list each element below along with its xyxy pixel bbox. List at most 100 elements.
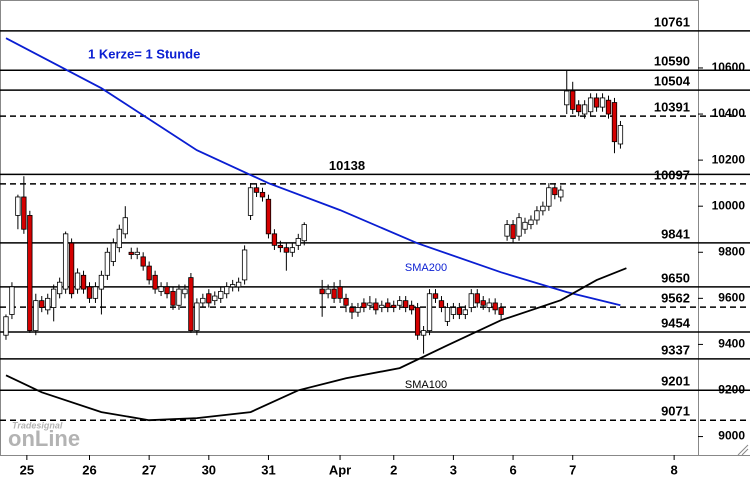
candle-body — [408, 304, 415, 311]
candle-body — [373, 302, 379, 311]
candle-body — [444, 307, 451, 322]
candle-body — [158, 286, 164, 292]
candle-body — [540, 205, 546, 212]
x-tick-label: 8 — [671, 462, 678, 477]
candle-body — [241, 249, 248, 281]
level-label: 10097 — [654, 167, 690, 182]
candle-body — [385, 302, 391, 308]
candle-body — [21, 196, 27, 230]
candle-body — [403, 300, 409, 308]
candle-body — [468, 293, 474, 308]
candle-body — [414, 307, 421, 336]
ma-line — [5, 37, 621, 307]
candle-body — [57, 281, 63, 295]
candle-body — [301, 224, 307, 242]
candle-body — [104, 251, 111, 276]
candle-body — [164, 286, 170, 295]
candle-body — [605, 99, 612, 115]
candle-body — [528, 219, 534, 226]
candle-body — [558, 189, 564, 198]
x-tick-label: 3 — [450, 462, 457, 477]
x-tick-label: Apr — [329, 462, 351, 477]
candle-body — [271, 233, 278, 246]
level-label: 10504 — [654, 74, 691, 89]
y-tick-label: 10000 — [712, 198, 746, 212]
candle-body — [611, 102, 618, 143]
candle-body — [170, 291, 176, 306]
candle-body — [230, 284, 236, 288]
candle-body — [319, 288, 325, 295]
candle-body — [74, 272, 81, 290]
level-label: 9071 — [661, 404, 690, 419]
resize-icon — [737, 444, 749, 456]
candle-body — [39, 300, 45, 308]
candle-body — [68, 242, 75, 295]
candle-body — [200, 297, 206, 304]
candle-body — [337, 286, 343, 299]
candle-body — [492, 302, 498, 311]
candle-body — [546, 187, 552, 207]
candle-body — [116, 228, 122, 249]
candle-body — [355, 307, 361, 313]
y-tick-label: 10200 — [712, 152, 746, 166]
level-label: 9337 — [661, 342, 690, 357]
level-label: 9201 — [661, 374, 690, 389]
candle-body — [343, 297, 349, 306]
candle-body — [599, 97, 606, 108]
x-tick-label: 6 — [509, 462, 516, 477]
candle-body — [218, 291, 224, 299]
level-label: 9841 — [661, 226, 690, 241]
level-label: 10391 — [654, 100, 690, 115]
candle-body — [92, 286, 99, 299]
level-label: 10590 — [654, 54, 690, 69]
x-tick-label: 27 — [142, 462, 156, 477]
y-tick-label: 9800 — [718, 244, 745, 258]
candle-body — [110, 242, 117, 262]
ma-line — [5, 267, 627, 422]
candle-body — [289, 247, 295, 253]
y-tick-label: 9000 — [718, 429, 745, 443]
candle-body — [259, 191, 266, 198]
candle-body — [98, 274, 105, 290]
candle-body — [486, 302, 492, 308]
candle-body — [426, 293, 433, 331]
ma-label: SMA200 — [405, 262, 447, 274]
candle-body — [474, 293, 480, 304]
x-tick-label: 30 — [202, 462, 216, 477]
candle-body — [15, 196, 21, 216]
candle-body — [45, 297, 51, 311]
candle-body — [581, 104, 588, 115]
candle-body — [80, 274, 87, 290]
candle-body — [498, 307, 504, 315]
candle-body — [235, 281, 242, 288]
candle-body — [27, 215, 33, 331]
candle-body — [576, 104, 582, 113]
x-tick-label: 7 — [569, 462, 576, 477]
watermark: onLine — [8, 426, 80, 451]
candle-body — [9, 286, 15, 315]
candle-body — [128, 251, 134, 255]
candle-body — [367, 302, 373, 306]
level-label: 10138 — [329, 158, 365, 173]
candle-body — [122, 217, 128, 235]
candle-body — [277, 244, 284, 249]
candle-body — [516, 217, 522, 237]
candle-body — [182, 288, 188, 295]
annotation: 1 Kerze= 1 Stunde — [88, 46, 200, 61]
candle-body — [570, 90, 576, 110]
candle-body — [247, 187, 254, 216]
candle-body — [62, 233, 69, 290]
candle-body — [283, 247, 290, 253]
candle-body — [176, 288, 182, 306]
x-tick-label: 26 — [82, 462, 96, 477]
candle-body — [295, 238, 301, 246]
x-tick-label: 25 — [20, 462, 34, 477]
candle-body — [534, 210, 540, 221]
candle-body — [253, 187, 260, 193]
candle-body — [462, 309, 468, 315]
candle-body — [349, 307, 355, 313]
candle-body — [510, 224, 516, 239]
candle-body — [552, 187, 558, 196]
